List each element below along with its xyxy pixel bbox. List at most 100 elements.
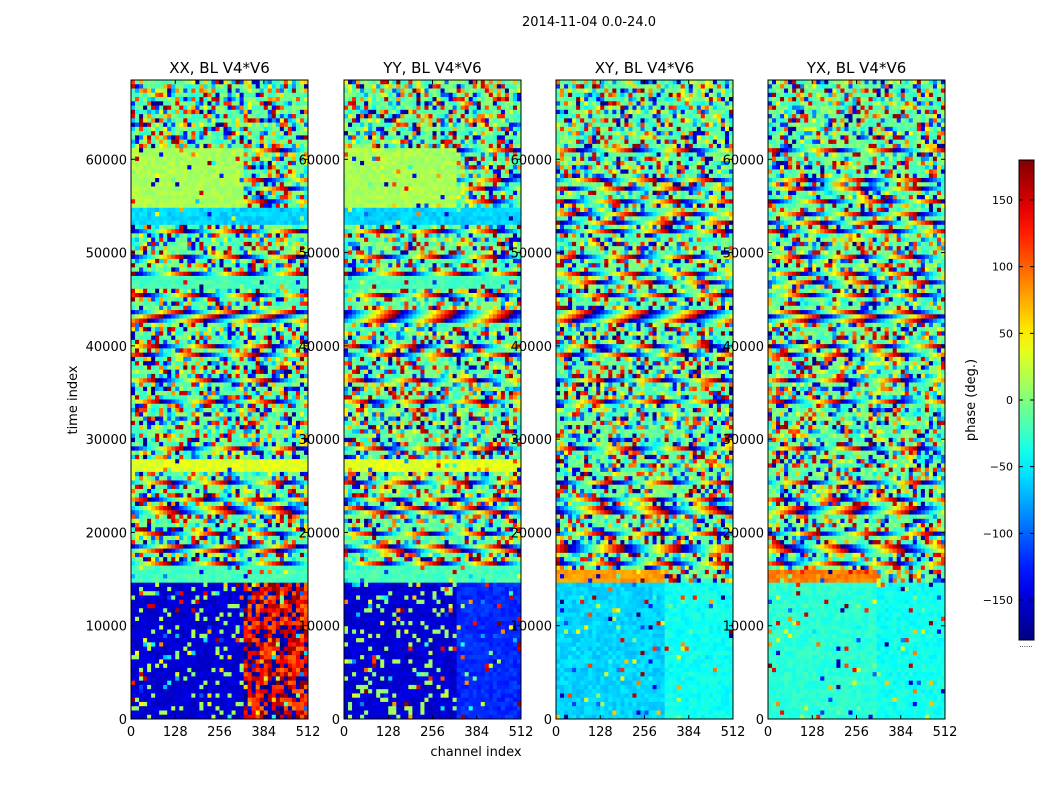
- heatmap-cell: [271, 395, 277, 400]
- heatmap-cell: [299, 254, 305, 260]
- heatmap-cell: [171, 280, 176, 285]
- heatmap-cell: [211, 305, 216, 311]
- heatmap-cell: [151, 143, 156, 149]
- heatmap-cell: [243, 135, 249, 141]
- heatmap-cell: [231, 88, 236, 94]
- heatmap-cell: [295, 344, 301, 349]
- heatmap-cell: [147, 373, 152, 379]
- heatmap-cell: [191, 254, 196, 260]
- heatmap-cell: [187, 339, 192, 345]
- heatmap-cell: [207, 527, 212, 532]
- heatmap-cell: [171, 92, 176, 98]
- heatmap-cell: [247, 339, 253, 345]
- heatmap-cell: [275, 501, 281, 507]
- heatmap-cell: [223, 518, 228, 524]
- heatmap-cell: [199, 471, 204, 477]
- heatmap-cell: [275, 514, 281, 520]
- heatmap-cell: [251, 186, 257, 192]
- heatmap-cell: [239, 412, 245, 417]
- heatmap-cell: [271, 305, 277, 311]
- heatmap-cell: [247, 501, 253, 507]
- heatmap-cell: [267, 97, 273, 102]
- heatmap-cell: [239, 442, 245, 447]
- heatmap-cell: [199, 395, 204, 400]
- heatmap-cell: [203, 177, 208, 183]
- heatmap-cell: [163, 280, 168, 285]
- heatmap-cell: [179, 403, 184, 409]
- heatmap-cell: [235, 143, 241, 149]
- heatmap-cell: [179, 531, 184, 537]
- heatmap-cell: [147, 156, 152, 162]
- heatmap-cell: [179, 220, 184, 226]
- heatmap-cell: [139, 237, 144, 243]
- heatmap-cell: [155, 250, 160, 256]
- heatmap-cell: [279, 488, 285, 494]
- heatmap-cell: [283, 220, 289, 226]
- heatmap-cell: [267, 365, 273, 371]
- heatmap-cell: [279, 88, 285, 94]
- heatmap-cell: [139, 339, 144, 345]
- heatmap-cell: [291, 284, 297, 290]
- heatmap-cell: [155, 84, 160, 89]
- heatmap-cell: [303, 203, 308, 209]
- heatmap-cell: [279, 224, 285, 230]
- heatmap-cell: [255, 284, 261, 290]
- heatmap-cell: [219, 454, 224, 460]
- heatmap-cell: [223, 199, 228, 204]
- heatmap-cell: [267, 195, 273, 200]
- heatmap-cell: [171, 314, 176, 319]
- heatmap-cell: [219, 335, 224, 341]
- heatmap-cell: [271, 322, 277, 328]
- heatmap-cell: [239, 190, 245, 196]
- heatmap-cell: [259, 373, 265, 379]
- heatmap-cell: [223, 229, 228, 234]
- heatmap-cell: [167, 506, 172, 511]
- heatmap-cell: [243, 344, 249, 349]
- heatmap-cell: [195, 263, 200, 268]
- heatmap-cell: [247, 386, 253, 392]
- heatmap-cell: [183, 544, 188, 549]
- heatmap-cell: [287, 186, 293, 192]
- heatmap-cell: [299, 378, 305, 383]
- heatmap-cell: [299, 480, 305, 486]
- heatmap-cell: [187, 365, 192, 371]
- heatmap-cell: [163, 403, 168, 409]
- heatmap-cell: [191, 352, 196, 358]
- heatmap-cell: [175, 420, 180, 426]
- heatmap-cell: [255, 335, 261, 341]
- heatmap-cell: [235, 552, 241, 558]
- heatmap-cell: [171, 258, 176, 264]
- heatmap-cell: [159, 241, 164, 247]
- heatmap-cell: [275, 101, 281, 106]
- heatmap-cell: [235, 544, 241, 549]
- heatmap-cell: [143, 80, 148, 85]
- heatmap-cell: [179, 459, 184, 464]
- heatmap-cell: [251, 114, 257, 119]
- heatmap-cell: [271, 386, 277, 392]
- heatmap-cell: [299, 207, 305, 213]
- heatmap-cell: [147, 301, 152, 307]
- heatmap-cell: [251, 254, 257, 260]
- heatmap-cell: [279, 344, 285, 349]
- heatmap-cell: [299, 548, 305, 554]
- heatmap-cell: [159, 152, 164, 158]
- heatmap-cell: [235, 84, 241, 89]
- heatmap-cell: [191, 156, 196, 162]
- heatmap-cell: [143, 557, 148, 562]
- heatmap-cell: [259, 437, 265, 443]
- heatmap-cell: [131, 199, 136, 204]
- heatmap-cell: [183, 361, 188, 366]
- heatmap-cell: [199, 480, 204, 486]
- heatmap-cell: [143, 169, 148, 175]
- heatmap-cell: [227, 527, 232, 532]
- heatmap-cell: [235, 339, 241, 345]
- heatmap-cell: [243, 488, 249, 494]
- heatmap-cell: [163, 186, 168, 192]
- heatmap-cell: [255, 339, 261, 345]
- heatmap-cell: [279, 540, 285, 545]
- heatmap-cell: [187, 160, 192, 166]
- heatmap-cell: [195, 437, 200, 443]
- heatmap-cell: [131, 356, 136, 362]
- heatmap-cell: [259, 369, 265, 375]
- heatmap-cell: [303, 122, 308, 128]
